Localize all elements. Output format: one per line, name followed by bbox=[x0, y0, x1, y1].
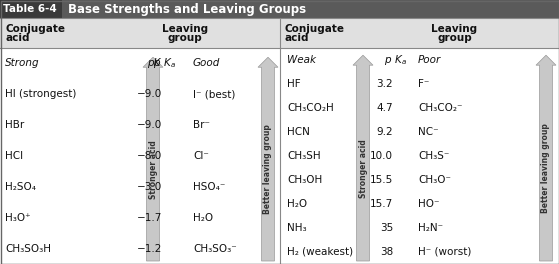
Text: H₃O⁺: H₃O⁺ bbox=[5, 213, 31, 223]
Text: CH₃SO₃⁻: CH₃SO₃⁻ bbox=[193, 244, 237, 253]
Text: K: K bbox=[164, 58, 170, 68]
Text: CH₃S⁻: CH₃S⁻ bbox=[418, 151, 449, 161]
Text: Br⁻: Br⁻ bbox=[193, 120, 210, 130]
Text: 3.2: 3.2 bbox=[376, 79, 393, 89]
Text: −1.7: −1.7 bbox=[136, 213, 162, 223]
Text: −3.0: −3.0 bbox=[137, 182, 162, 192]
Text: H₂ (weakest): H₂ (weakest) bbox=[287, 247, 353, 257]
Text: −1.2: −1.2 bbox=[136, 244, 162, 253]
Text: HCl: HCl bbox=[5, 151, 23, 161]
Text: −9.0: −9.0 bbox=[137, 120, 162, 130]
Text: CH₃OH: CH₃OH bbox=[287, 175, 322, 185]
Text: Strong: Strong bbox=[5, 58, 40, 68]
Text: H₂O: H₂O bbox=[193, 213, 213, 223]
Text: a: a bbox=[171, 62, 176, 68]
Text: H₂N⁻: H₂N⁻ bbox=[418, 223, 443, 233]
Bar bbox=[0, 0, 62, 18]
Text: acid: acid bbox=[285, 33, 309, 43]
Text: 4.7: 4.7 bbox=[376, 103, 393, 113]
Text: CH₃SO₃H: CH₃SO₃H bbox=[5, 244, 51, 253]
Text: Stronger acid: Stronger acid bbox=[358, 139, 367, 198]
Text: 9.2: 9.2 bbox=[376, 127, 393, 137]
Text: K: K bbox=[395, 55, 402, 65]
Text: H⁻ (worst): H⁻ (worst) bbox=[418, 247, 471, 257]
Text: H₂O: H₂O bbox=[287, 199, 307, 209]
Text: HCN: HCN bbox=[287, 127, 310, 137]
Text: pK: pK bbox=[146, 58, 160, 68]
Text: Leaving: Leaving bbox=[432, 24, 477, 34]
Text: 15.7: 15.7 bbox=[369, 199, 393, 209]
FancyArrow shape bbox=[258, 57, 278, 261]
Text: Leaving: Leaving bbox=[162, 24, 208, 34]
Text: F⁻: F⁻ bbox=[418, 79, 429, 89]
Text: Weak: Weak bbox=[287, 55, 316, 65]
Text: Better leaving group: Better leaving group bbox=[263, 124, 272, 214]
Text: 38: 38 bbox=[380, 247, 393, 257]
Text: HI (strongest): HI (strongest) bbox=[5, 89, 77, 99]
Text: −8.0: −8.0 bbox=[137, 151, 162, 161]
Text: NH₃: NH₃ bbox=[287, 223, 307, 233]
Text: group: group bbox=[168, 33, 202, 43]
FancyArrow shape bbox=[536, 55, 556, 261]
FancyArrow shape bbox=[143, 57, 163, 261]
Text: Good: Good bbox=[193, 58, 220, 68]
Text: Conjugate: Conjugate bbox=[285, 24, 344, 34]
Text: CH₃O⁻: CH₃O⁻ bbox=[418, 175, 451, 185]
Text: 35: 35 bbox=[380, 223, 393, 233]
Text: HF: HF bbox=[287, 79, 301, 89]
Text: a: a bbox=[402, 59, 406, 65]
Text: Base Strengths and Leaving Groups: Base Strengths and Leaving Groups bbox=[68, 2, 306, 16]
Text: I⁻ (best): I⁻ (best) bbox=[193, 89, 235, 99]
Text: CH₃CO₂H: CH₃CO₂H bbox=[287, 103, 334, 113]
Text: −9.0: −9.0 bbox=[137, 89, 162, 99]
Text: CH₃SH: CH₃SH bbox=[287, 151, 321, 161]
Text: HO⁻: HO⁻ bbox=[418, 199, 439, 209]
Text: Conjugate: Conjugate bbox=[5, 24, 65, 34]
Text: Cl⁻: Cl⁻ bbox=[193, 151, 209, 161]
Text: p: p bbox=[385, 55, 391, 65]
Bar bbox=[0, 18, 559, 48]
Text: acid: acid bbox=[5, 33, 30, 43]
Text: HSO₄⁻: HSO₄⁻ bbox=[193, 182, 225, 192]
Text: p: p bbox=[153, 58, 160, 68]
Text: Better leaving group: Better leaving group bbox=[542, 124, 551, 213]
Bar bbox=[0, 0, 559, 18]
Text: group: group bbox=[437, 33, 472, 43]
Text: 10.0: 10.0 bbox=[370, 151, 393, 161]
Text: HBr: HBr bbox=[5, 120, 24, 130]
Text: 15.5: 15.5 bbox=[369, 175, 393, 185]
Text: Stronger acid: Stronger acid bbox=[149, 140, 158, 199]
Text: H₂SO₄: H₂SO₄ bbox=[5, 182, 36, 192]
Text: Poor: Poor bbox=[418, 55, 441, 65]
Text: CH₃CO₂⁻: CH₃CO₂⁻ bbox=[418, 103, 462, 113]
Text: Table 6-4: Table 6-4 bbox=[3, 4, 57, 14]
FancyArrow shape bbox=[353, 55, 373, 261]
Text: NC⁻: NC⁻ bbox=[418, 127, 439, 137]
